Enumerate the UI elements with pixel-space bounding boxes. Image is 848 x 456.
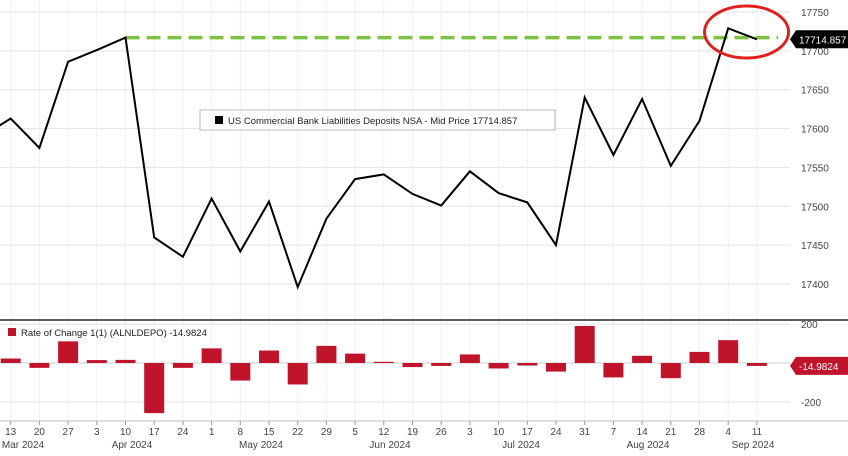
x-tick-label: 14 [637,427,649,438]
roc-bar [259,350,279,363]
roc-bar [115,359,136,363]
last-value-tag [790,30,848,49]
roc-bar [287,363,308,385]
roc-bar [201,348,222,363]
x-month-label: Mar 2024 [2,440,45,451]
legend-label: US Commercial Bank Liabilities Deposits … [228,116,517,127]
roc-bar [0,358,21,363]
roc-bar [459,354,480,363]
roc-y-tick-label: 200 [801,320,818,331]
x-month-label: Aug 2024 [627,440,670,451]
x-tick-label: 27 [63,427,75,438]
x-tick-label: 10 [493,427,505,438]
x-tick-label: 17 [149,427,161,438]
legend-swatch [215,116,223,124]
x-month-label: Apr 2024 [112,440,153,451]
x-month-label: Jun 2024 [369,440,411,451]
x-tick-label: 3 [467,427,473,438]
x-tick-label: 29 [321,427,333,438]
roc-bar [603,363,624,378]
roc-bar [86,360,107,363]
x-tick-label: 28 [694,427,706,438]
y-tick-label: 17750 [801,8,829,19]
x-tick-label: 11 [752,427,763,438]
roc-y-tick-label: -200 [801,398,821,409]
x-tick-label: 1 [209,427,215,438]
roc-bar [746,363,767,366]
roc-bar [373,361,394,363]
x-tick-label: 3 [94,427,100,438]
y-tick-label: 17650 [801,86,829,97]
roc-bar [172,363,193,368]
x-month-label: May 2024 [239,440,283,451]
x-tick-label: 7 [611,427,617,438]
legend-box [199,109,556,131]
roc-bar [431,363,452,366]
x-tick-label: 15 [263,427,275,438]
x-tick-label: 19 [407,427,419,438]
y-tick-label: 17400 [801,280,829,291]
roc-last-value-label: -14.9824 [799,362,839,373]
x-tick-label: 26 [436,427,448,438]
roc-last-value-tag [790,356,848,375]
roc-bar [144,363,165,414]
roc-bar [632,355,653,363]
y-tick-label: 17700 [801,47,829,58]
legend-swatch [8,328,16,336]
x-month-label: Sep 2024 [732,440,775,451]
roc-bar [718,340,739,363]
roc-bar [660,363,681,379]
x-tick-label: 13 [5,427,17,438]
x-tick-label: 8 [238,427,244,438]
legend-label: Rate of Change 1(1) (ALNLDEPO) -14.9824 [21,328,207,339]
roc-bar [402,363,423,368]
x-month-label: Jul 2024 [502,440,540,451]
x-tick-label: 17 [522,427,534,438]
roc-bar [517,363,538,366]
roc-bar [546,363,566,372]
annotation-ellipse [703,4,791,60]
x-tick-label: 24 [550,427,562,438]
legend-main: US Commercial Bank Liabilities Deposits … [199,109,556,131]
x-tick-label: 20 [34,427,46,438]
roc-bar [689,351,710,363]
roc-bar [316,345,337,363]
y-tick-label: 17600 [801,125,829,136]
x-tick-label: 5 [352,427,358,438]
roc-bar [230,363,251,381]
y-tick-label: 17500 [801,202,829,213]
roc-bar [574,325,595,363]
last-value-label: 17714.857 [799,35,847,46]
legend-roc: Rate of Change 1(1) (ALNLDEPO) -14.9824 [8,328,207,339]
y-tick-label: 17550 [801,163,829,174]
x-tick-label: 21 [665,427,677,438]
x-tick-label: 31 [579,427,591,438]
roc-bar [58,341,79,363]
roc-bar [29,363,50,368]
series-line-deposits [0,26,758,290]
x-tick-label: 12 [378,427,390,438]
x-tick-label: 10 [120,427,132,438]
roc-bar [345,353,366,363]
roc-bar [488,363,509,369]
x-tick-label: 24 [177,427,189,438]
x-tick-label: 4 [725,427,731,438]
y-tick-label: 17450 [801,241,829,252]
x-tick-label: 22 [292,427,304,438]
